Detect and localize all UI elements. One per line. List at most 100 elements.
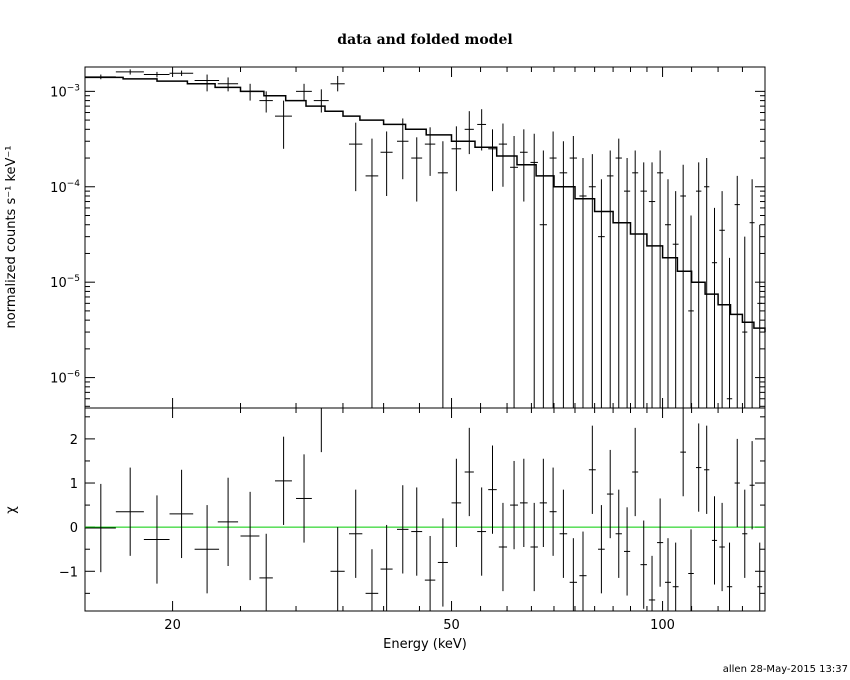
residual-point: [632, 427, 639, 517]
data-point: [726, 257, 733, 408]
data-point: [598, 179, 605, 408]
data-point: [464, 111, 474, 155]
data-point: [749, 179, 755, 408]
data-point: [424, 127, 436, 176]
residual-point: [348, 489, 363, 578]
data-point: [296, 83, 312, 101]
residual-point: [559, 489, 568, 578]
residual-point: [688, 529, 694, 611]
data-point: [757, 224, 763, 408]
data-point: [488, 129, 497, 192]
residual-point: [588, 425, 596, 514]
data-point: [411, 137, 423, 202]
data-point: [539, 150, 547, 408]
data-point: [648, 162, 656, 408]
data-point: [365, 138, 379, 408]
data-point: [275, 100, 292, 149]
bottom-panel-ytick-labels: 2 1 0 −1: [59, 433, 78, 580]
data-point: [734, 175, 740, 408]
y-tick-exponent: −3: [67, 83, 80, 93]
y-tick-label: 10−6: [50, 370, 80, 387]
residual-point: [726, 542, 733, 611]
residual-point: [606, 449, 614, 539]
data-point: [530, 133, 538, 408]
residual-point: [397, 485, 409, 574]
residual-point: [615, 489, 622, 578]
data-point: [85, 74, 116, 80]
residual-point: [549, 467, 557, 556]
data-point: [632, 150, 639, 408]
residual-point: [296, 454, 312, 543]
residual-point: [477, 487, 487, 576]
data-point: [217, 77, 239, 92]
residual-point: [330, 527, 345, 611]
x-tick-labels: 20 50 100: [164, 618, 675, 633]
residual-point: [510, 460, 519, 550]
data-point: [397, 118, 409, 180]
data-point: [477, 109, 487, 151]
top-panel-frame: [84, 66, 766, 409]
data-point: [579, 158, 587, 408]
residual-point: [579, 531, 587, 611]
residual-point: [498, 502, 508, 592]
x-tick-label: 100: [650, 618, 675, 633]
data-point: [510, 136, 519, 408]
data-point: [640, 162, 647, 408]
residual-point: [115, 467, 144, 556]
residual-point: [598, 505, 605, 594]
y-tick-label: 10−4: [50, 179, 80, 196]
data-point: [348, 122, 363, 192]
data-point: [259, 91, 273, 113]
data-point: [664, 179, 671, 408]
data-point: [742, 236, 748, 408]
x-tick-label: 50: [443, 618, 460, 633]
y-tick-label: −1: [59, 565, 78, 580]
residual-point: [749, 441, 755, 530]
data-point: [559, 141, 568, 408]
y-tick-base: 10: [50, 372, 67, 387]
data-point: [194, 74, 220, 92]
residual-point: [437, 518, 448, 607]
y-tick-label: 2: [70, 433, 78, 448]
residual-point: [657, 498, 664, 587]
residual-point: [680, 408, 686, 497]
residual-point: [259, 533, 273, 611]
data-point: [615, 138, 622, 408]
y-tick-label: 10−5: [50, 274, 80, 291]
residual-point: [539, 458, 547, 548]
data-point: [519, 129, 528, 202]
residual-point: [365, 549, 379, 611]
data-point: [695, 162, 702, 408]
y-tick-label: 0: [70, 521, 78, 536]
data-point: [380, 131, 393, 197]
residual-point: [169, 469, 194, 559]
residual-point: [424, 535, 436, 611]
data-point: [437, 141, 448, 408]
residual-point: [734, 438, 740, 528]
residual-point: [275, 436, 292, 525]
residual-point: [719, 502, 725, 592]
data-point: [672, 191, 679, 408]
bottom-panel-frame: [84, 407, 766, 612]
top-panel-ytick-labels: 10−310−410−510−6: [50, 83, 80, 386]
residual-point: [143, 495, 170, 584]
y-tick-exponent: −6: [67, 370, 81, 380]
data-point: [688, 215, 694, 408]
residual-point: [380, 524, 393, 611]
footer-timestamp: allen 28-May-2015 13:37: [723, 664, 848, 675]
residual-point: [664, 538, 671, 611]
residual-point: [640, 520, 647, 609]
residual-point: [464, 427, 474, 517]
x-tick-label: 20: [164, 618, 181, 633]
data-point: [569, 136, 578, 408]
residual-point: [217, 477, 239, 566]
residual-points: [85, 407, 763, 611]
residual-point: [194, 505, 220, 594]
residual-point: [313, 407, 329, 453]
y-tick-base: 10: [50, 181, 67, 196]
data-point: [704, 158, 710, 408]
chart-title: data and folded model: [337, 32, 512, 48]
data-point: [623, 158, 631, 408]
data-point: [719, 191, 725, 408]
data-point: [240, 83, 260, 101]
